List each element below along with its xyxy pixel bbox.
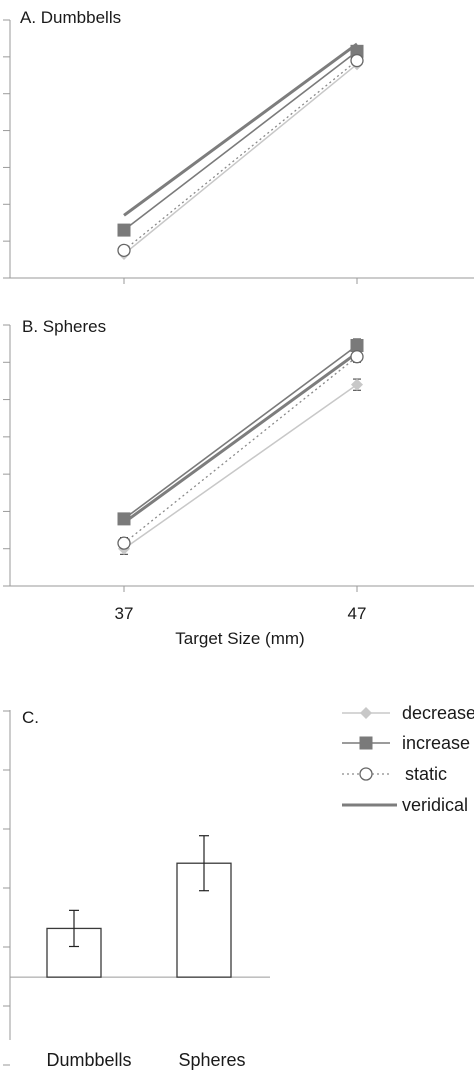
x-tick-label-37: 37 — [115, 604, 134, 623]
panel-a-axes — [3, 19, 474, 284]
panel-b-decrease-line — [123, 384, 358, 550]
panel-b-static-line — [123, 356, 358, 544]
panel-b-spheres: B. Spheres 37 47 Target Size (mm) — [3, 317, 474, 648]
category-label: Spheres — [178, 1050, 245, 1070]
panel-b-title: B. Spheres — [22, 317, 106, 336]
legend-label: decrease — [402, 703, 474, 723]
panel-a-veridical-line — [123, 42, 358, 217]
legend-item-static: static — [342, 764, 447, 784]
panel-b-increase-line — [123, 344, 358, 520]
panel-c-title: C. — [22, 708, 39, 727]
legend-increase-square — [359, 736, 373, 750]
panel-b-marks — [117, 338, 364, 555]
legend-static-circle — [359, 767, 373, 781]
legend-item-decrease: decrease — [342, 703, 474, 723]
legend-decrease-diamond — [360, 707, 372, 719]
panel-b-static-point — [350, 350, 364, 364]
x-tick-label-47: 47 — [348, 604, 367, 623]
panel-a-increase-line — [123, 50, 358, 231]
panel-a-marks — [117, 42, 364, 261]
panel-b-increase-point — [350, 339, 364, 353]
panel-a-static-point — [350, 53, 364, 68]
panel-a-increase-point — [350, 44, 364, 58]
legend-label: increase — [402, 733, 470, 753]
panel-a-decrease-line — [123, 63, 358, 255]
x-axis-label: Target Size (mm) — [175, 629, 304, 648]
panel-b-decrease-point — [351, 378, 363, 391]
legend-item-increase: increase — [342, 733, 470, 753]
panel-a-static-point — [117, 243, 131, 258]
legend-label: static — [405, 764, 447, 784]
panel-a-title: A. Dumbbells — [20, 8, 121, 27]
panel-b-increase-point — [117, 512, 131, 526]
legend-item-veridical: veridical — [342, 795, 468, 815]
panel-a-static-line — [123, 60, 358, 251]
category-label: Dumbbells — [46, 1050, 131, 1070]
panel-a-dumbbells: A. Dumbbells — [3, 8, 474, 284]
panel-c-marks: Dumbbells Spheres — [46, 835, 246, 1070]
legend: decrease increase static veridical — [342, 703, 474, 815]
legend-label: veridical — [402, 795, 468, 815]
panel-b-axes — [3, 324, 474, 592]
panel-a-increase-point — [117, 223, 131, 237]
panel-c-bars: C. Dumbbells Spheres — [3, 708, 270, 1070]
panel-b-veridical-line — [123, 351, 358, 524]
panel-b-static-point — [117, 536, 131, 550]
